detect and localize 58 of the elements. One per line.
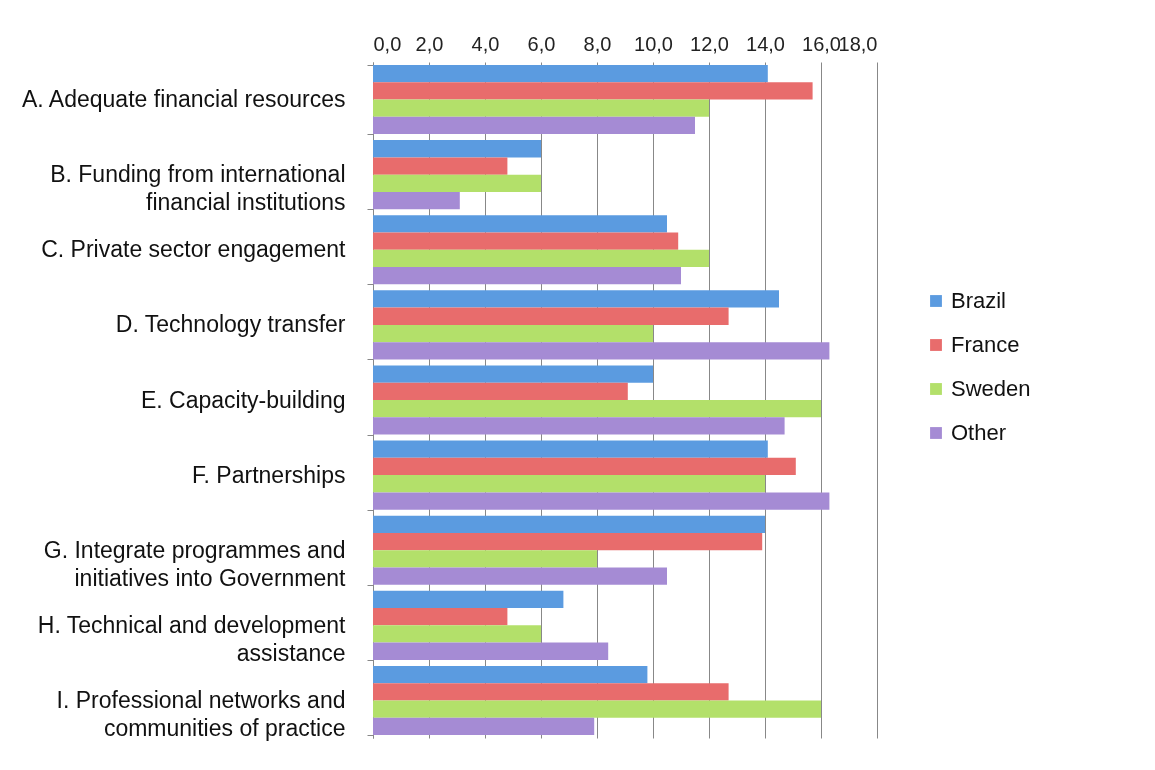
bar <box>373 457 796 476</box>
y-tick-label: H. Technical and development assistance <box>37 611 347 666</box>
x-tick-label: 4,0 <box>471 32 500 55</box>
legend-label: Other <box>951 420 1007 445</box>
bar <box>373 417 785 435</box>
bar <box>373 532 763 551</box>
x-tick-label: 12,0 <box>690 32 729 55</box>
bar <box>373 191 460 210</box>
bar <box>373 382 628 400</box>
bar <box>373 116 695 135</box>
bar <box>373 249 709 268</box>
bar <box>373 267 681 285</box>
x-tick-label: 0,0 <box>373 32 402 55</box>
bar <box>373 342 830 360</box>
bar <box>373 307 729 325</box>
bar <box>373 625 541 643</box>
bar <box>373 157 508 175</box>
bar <box>373 665 648 684</box>
bar <box>373 65 768 83</box>
bar <box>373 140 541 158</box>
bar <box>373 232 679 250</box>
bar <box>373 400 821 418</box>
x-tick-label: 10,0 <box>634 32 673 55</box>
y-tick-label: B. Funding from international financial institutions <box>50 161 346 216</box>
x-tick-label: 8,0 <box>583 32 612 55</box>
bar <box>373 475 765 493</box>
bar <box>373 174 541 192</box>
legend-label: Brazil <box>951 288 1007 313</box>
bar <box>373 550 597 568</box>
bar <box>373 99 709 117</box>
bar <box>373 683 729 701</box>
bar <box>373 567 667 585</box>
y-tick-label: G. Integrate programmes and initiatives into Government <box>43 536 347 591</box>
x-tick-label: 6,0 <box>527 32 556 55</box>
bar <box>373 324 653 343</box>
bar <box>373 365 653 383</box>
y-tick-label: I. Professional networks and communities of practice <box>56 686 346 741</box>
y-tick-label: A. Adequate financial resources <box>22 86 346 113</box>
bar <box>373 290 779 308</box>
bar <box>373 492 830 510</box>
bar <box>373 642 609 660</box>
y-tick-label: E. Capacity-building <box>140 386 346 413</box>
bar <box>373 440 768 458</box>
bar <box>373 608 508 626</box>
bar <box>373 82 813 100</box>
legend-label: France <box>951 332 1020 357</box>
bar <box>373 515 765 533</box>
bar <box>373 590 564 609</box>
x-tick-label: 14,0 <box>746 32 785 55</box>
legend-label: Sweden <box>951 376 1031 401</box>
y-tick-label: C. Private sector engagement <box>41 236 347 263</box>
bar <box>373 215 667 233</box>
bar <box>373 717 595 735</box>
y-tick-label: F. Partnerships <box>192 461 346 488</box>
x-tick-label: 16,0 <box>802 32 841 55</box>
x-tick-label: 2,0 <box>415 32 444 55</box>
y-tick-label: D. Technology transfer <box>115 311 346 338</box>
bar <box>373 700 821 718</box>
